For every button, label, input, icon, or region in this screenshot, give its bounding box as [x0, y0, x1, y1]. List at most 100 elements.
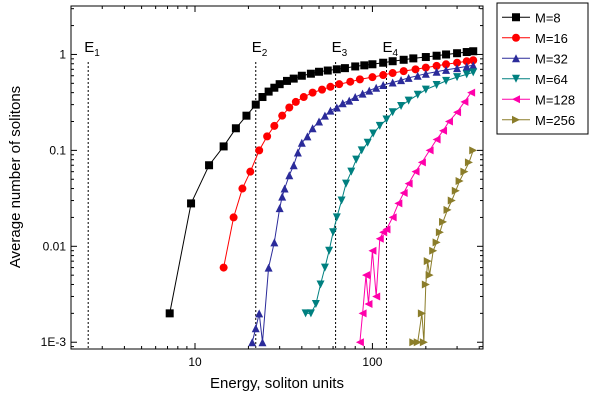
data-point [335, 80, 344, 89]
data-point [365, 86, 374, 95]
data-point [219, 263, 228, 272]
data-point [453, 73, 462, 82]
data-point [248, 338, 257, 347]
data-point [326, 106, 335, 115]
data-point [320, 111, 329, 120]
data-point [439, 217, 448, 226]
data-point [404, 73, 413, 82]
data-point [421, 63, 430, 72]
data-point [297, 71, 306, 80]
x-tick-label: 100 [362, 355, 382, 369]
data-point [464, 158, 473, 167]
data-point [429, 246, 438, 255]
data-point [264, 87, 273, 96]
series-line [251, 64, 474, 343]
data-point [469, 146, 478, 155]
y-tick-label: 1E-3 [41, 335, 67, 349]
data-point [435, 228, 444, 237]
data-point [219, 142, 228, 151]
y-axis-label: Average number of solitons [7, 86, 24, 268]
data-point [382, 115, 391, 124]
data-point [303, 132, 312, 141]
x-tick-label: 10 [188, 355, 202, 369]
data-point [442, 76, 451, 85]
reference-line-letter: E [84, 39, 94, 56]
reference-line-letter: E [332, 39, 342, 56]
data-point [399, 188, 408, 197]
data-point [442, 65, 451, 74]
data-point [397, 76, 406, 85]
data-point [442, 50, 451, 59]
data-point [347, 167, 356, 176]
reference-line-label: E2 [252, 39, 268, 59]
data-point [326, 82, 335, 91]
data-point [357, 146, 366, 155]
data-point [432, 238, 441, 247]
data-point [432, 67, 441, 76]
data-point [382, 225, 391, 234]
data-point [355, 75, 364, 84]
legend-label: M=16 [535, 31, 568, 46]
data-point [299, 93, 308, 102]
reference-lines: E1 E2 E3 E4 [84, 39, 398, 349]
data-point [285, 171, 294, 180]
data-point [425, 271, 434, 280]
data-point [372, 292, 381, 301]
data-point [325, 246, 334, 255]
legend-marker [512, 54, 520, 63]
data-point [453, 58, 462, 67]
data-point [409, 54, 418, 63]
data-point [417, 158, 426, 167]
data-point [432, 81, 441, 90]
legend-label: M=8 [535, 10, 561, 25]
series [165, 47, 478, 318]
data-point [368, 246, 377, 255]
data-point [388, 69, 397, 78]
series [248, 61, 478, 347]
legend-label: M=64 [535, 72, 568, 87]
data-point [460, 97, 469, 106]
data-point [364, 300, 373, 309]
data-point [368, 73, 377, 82]
data-point [165, 309, 174, 318]
data-point [394, 199, 403, 208]
data-point [332, 103, 341, 112]
legend-marker [512, 74, 520, 83]
data-point [231, 124, 240, 133]
data-point [399, 67, 408, 76]
data-series [165, 47, 478, 347]
data-point [453, 108, 462, 117]
reference-line-label: E1 [84, 39, 100, 59]
data-point [423, 257, 432, 266]
data-point [379, 71, 388, 80]
axes: 10 100 1E-3 0.01 0.1 1 [41, 6, 483, 369]
legend-label: M=256 [535, 113, 575, 128]
data-point [375, 121, 384, 130]
y-tick-label: 0.01 [43, 239, 67, 253]
data-point [355, 338, 364, 347]
series [219, 56, 478, 272]
data-point [229, 213, 238, 222]
data-point [425, 146, 434, 155]
data-point [306, 69, 315, 78]
data-point [368, 60, 377, 69]
data-point [462, 62, 471, 71]
legend-label: M=128 [535, 92, 575, 107]
data-point [251, 100, 260, 109]
data-point [323, 66, 332, 75]
data-point [399, 55, 408, 64]
data-point [283, 76, 292, 85]
x-axis-label: Energy, soliton units [210, 375, 344, 392]
data-point [363, 138, 372, 147]
legend-marker [512, 95, 520, 104]
data-point [337, 196, 346, 205]
data-point [280, 184, 289, 193]
data-point [469, 61, 478, 70]
data-point [469, 56, 478, 65]
data-point [388, 57, 397, 66]
data-point [291, 97, 300, 106]
data-point [329, 228, 338, 237]
data-point [263, 132, 272, 141]
y-tick-label: 1 [59, 47, 66, 61]
y-tick-label: 0.1 [49, 143, 66, 157]
